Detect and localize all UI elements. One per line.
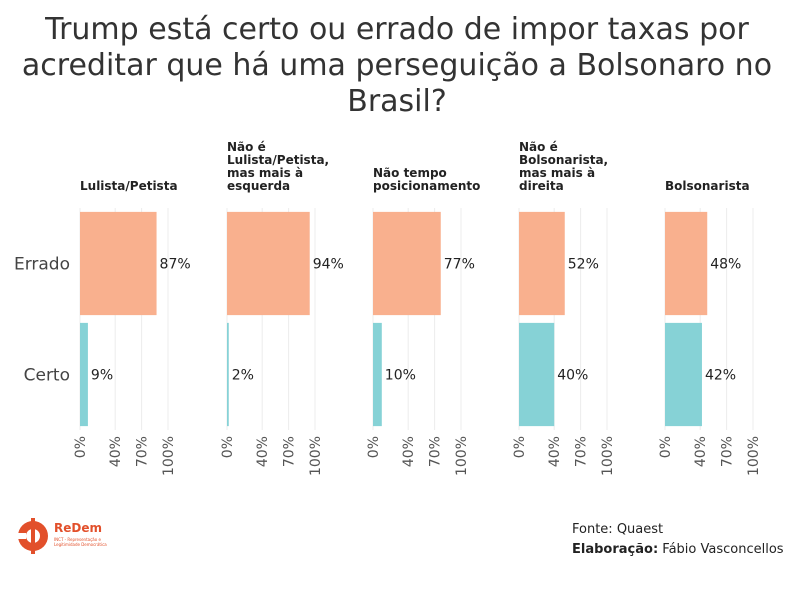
facet-label: Bolsonarista,	[519, 153, 608, 167]
chart-title-line: Trump está certo ou errado de impor taxa…	[45, 12, 749, 47]
chart-title-line: Brasil?	[347, 84, 447, 119]
facet-label: Não é	[519, 140, 558, 154]
tick-label: 70%	[135, 436, 151, 467]
value-label: 94%	[313, 257, 344, 273]
tick-label: 100%	[161, 436, 177, 476]
bar-certo	[227, 322, 229, 427]
tick-label: 100%	[454, 436, 470, 476]
credit-name: Fábio Vasconcellos	[662, 542, 784, 557]
tick-label: 40%	[547, 436, 563, 467]
tick-label: 70%	[720, 436, 736, 467]
tick-label: 0%	[366, 436, 382, 458]
tick-label: 70%	[574, 436, 590, 467]
tick-label: 40%	[108, 436, 124, 467]
value-label: 2%	[232, 368, 254, 384]
faceted-bar-chart: Errado Certo Lulista/Petista 87% 9% 0% 40% 70% 1…	[14, 140, 762, 476]
value-label: 10%	[385, 368, 416, 384]
facet-label: Não tempo	[373, 166, 447, 180]
bar-certo	[665, 322, 702, 427]
facet-label: mas mais à	[227, 166, 303, 180]
tick-label: 0%	[658, 436, 674, 458]
facet-label: direita	[519, 179, 564, 193]
value-label: 9%	[91, 368, 113, 384]
source-text: Fonte: Quaest	[572, 522, 664, 537]
redem-logo-icon	[18, 518, 48, 554]
tick-label: 100%	[746, 436, 762, 476]
tick-label: 100%	[600, 436, 616, 476]
bar-errado	[227, 211, 310, 316]
chart-title-line: acreditar que há uma perseguição a Bolso…	[21, 48, 773, 83]
bar-certo	[80, 322, 88, 427]
tick-label: 100%	[308, 436, 324, 476]
category-label: Certo	[24, 366, 70, 386]
facet-label: Lulista/Petista,	[227, 153, 329, 167]
tick-label: 0%	[73, 436, 89, 458]
tick-label: 0%	[512, 436, 528, 458]
logo-name: ReDem	[54, 521, 102, 535]
tick-label: 40%	[255, 436, 271, 467]
credit-label: Elaboração:	[572, 542, 659, 557]
bar-certo	[519, 322, 555, 427]
facet-label: Lulista/Petista	[80, 179, 178, 193]
bar-certo	[373, 322, 382, 427]
bar-errado	[373, 211, 441, 316]
facet-label: Bolsonarista	[665, 179, 750, 193]
value-label: 42%	[705, 368, 736, 384]
facet-label: mas mais à	[519, 166, 595, 180]
value-label: 52%	[568, 257, 599, 273]
bar-errado	[80, 211, 157, 316]
redem-logo: ReDem INCT - Representação e Legitimidad…	[16, 514, 126, 558]
tick-label: 0%	[220, 436, 236, 458]
tick-label: 40%	[401, 436, 417, 467]
value-label: 40%	[557, 368, 588, 384]
facet-label: esquerda	[227, 179, 290, 193]
bar-errado	[519, 211, 565, 316]
tick-label: 40%	[693, 436, 709, 467]
tick-label: 70%	[428, 436, 444, 467]
facet-label: Não é	[227, 140, 266, 154]
credit-line: Elaboração: Fábio Vasconcellos	[572, 540, 784, 560]
logo-subtitle: INCT - Representação e Legitimidade Demo…	[54, 537, 107, 547]
facet-label: posicionamento	[373, 179, 480, 193]
value-label: 87%	[160, 257, 191, 273]
source-credits: Fonte: Quaest Elaboração: Fábio Vasconce…	[572, 520, 784, 560]
chart-title: Trump está certo ou errado de impor taxa…	[0, 12, 794, 120]
tick-label: 70%	[282, 436, 298, 467]
bar-errado	[665, 211, 708, 316]
value-label: 48%	[710, 257, 741, 273]
category-label: Errado	[14, 255, 70, 275]
value-label: 77%	[444, 257, 475, 273]
